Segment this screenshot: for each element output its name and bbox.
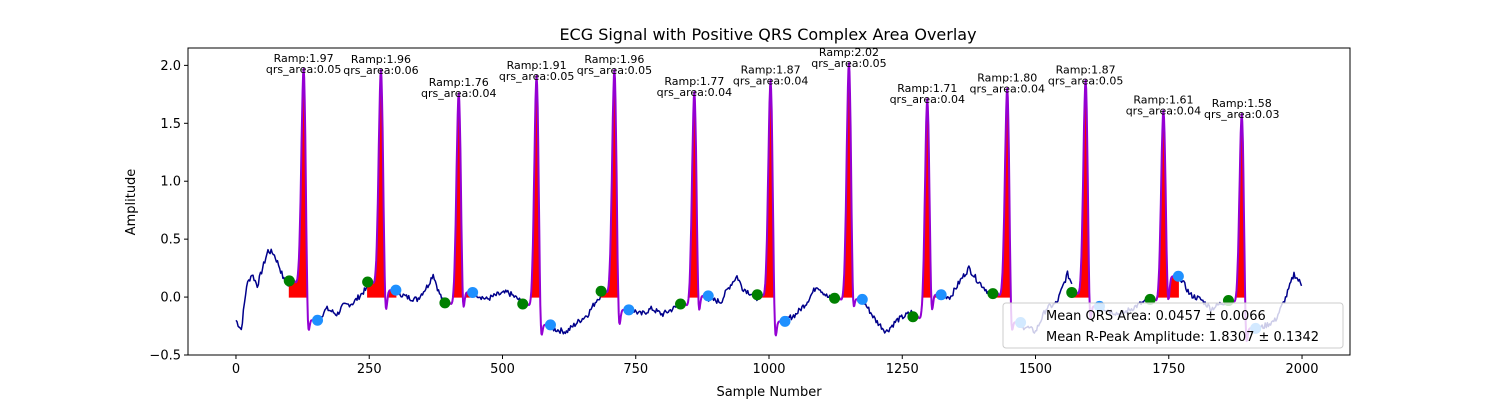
qrs-onset-marker [987,288,999,300]
qrs-area-label: qrs_area:0.04 [970,83,1045,96]
ecg-signal-line [549,296,602,335]
x-axis-label: Sample Number [716,385,822,400]
y-tick-label: 2.0 [160,59,181,74]
r-peak-amplitude-label: Ramp:1.97 [274,52,334,65]
ecg-signal-line [784,287,835,321]
r-peak-amplitude-label: Ramp:1.87 [1056,63,1116,76]
qrs-area-label: qrs_area:0.05 [811,57,886,70]
qrs-offset-marker [544,319,556,331]
x-tick-label: 750 [623,362,648,377]
x-tick-label: 0 [232,362,240,377]
x-tick-label: 2000 [1285,362,1318,377]
qrs-onset-marker [362,276,374,288]
plot-area [235,62,1303,342]
qrs-area-label: qrs_area:0.04 [421,87,496,100]
ecg-signal-line [940,265,994,301]
beat-annotations: Ramp:1.97qrs_area:0.05Ramp:1.96qrs_area:… [266,46,1280,121]
r-peak-amplitude-label: Ramp:1.91 [507,59,567,72]
qrs-onset-marker [675,298,687,310]
x-tick-label: 500 [490,362,515,377]
qrs-offset-marker [312,314,324,326]
qrs-area-label: qrs_area:0.05 [577,64,652,77]
x-tick-label: 250 [357,362,382,377]
qrs-offset-marker [390,284,402,296]
r-peak-amplitude-label: Ramp:1.71 [897,82,957,95]
y-tick-label: 0.5 [160,233,181,248]
qrs-onset-marker [595,285,607,297]
qrs-onset-marker [1066,286,1078,298]
qrs-offset-marker [779,315,791,327]
legend-qrs-area: Mean QRS Area: 0.0457 ± 0.0066 [1046,309,1266,324]
legend-box [1002,302,1344,349]
qrs-area-label: qrs_area:0.04 [1126,105,1201,118]
qrs-offset-marker [623,304,635,316]
chart-title: ECG Signal with Positive QRS Complex Are… [559,25,976,44]
qrs-onset-marker [517,298,529,310]
ecg-signal-line [861,298,914,334]
qrs-area-label: qrs_area:0.04 [890,93,965,106]
y-tick-label: 1.5 [160,117,181,132]
qrs-area-label: qrs_area:0.05 [1048,74,1123,87]
y-axis: −0.5 0.0 0.5 1.0 1.5 2.0 [149,59,188,364]
r-peak-amplitude-label: Ramp:1.77 [664,75,724,88]
x-tick-label: 1500 [1019,362,1052,377]
qrs-area-label: qrs_area:0.06 [343,64,418,77]
qrs-offset-marker [702,290,714,302]
y-tick-label: −0.5 [149,349,181,364]
r-peak-amplitude-label: Ramp:1.87 [741,63,801,76]
ecg-signal-line [395,273,445,303]
qrs-offset-marker [1172,270,1184,282]
qrs-onset-marker [751,289,763,301]
x-axis: 0 250 500 750 1000 1250 1500 1750 2000 [232,355,1319,377]
qrs-offset-marker [935,289,947,301]
qrs-onset-marker [283,275,295,287]
qrs-onset-marker [439,297,451,309]
ecg-signal-line [472,289,524,306]
qrs-area-label: qrs_area:0.05 [499,70,574,83]
r-peak-amplitude-label: Ramp:1.76 [429,76,489,89]
qrs-onset-marker [1144,293,1156,305]
r-peak-amplitude-label: Ramp:1.96 [351,53,411,66]
y-axis-label: Amplitude [124,169,139,236]
x-tick-label: 1000 [752,362,785,377]
qrs-area-label: qrs_area:0.04 [733,74,808,87]
r-peak-amplitude-label: Ramp:2.02 [819,46,879,59]
qrs-onset-marker [829,292,841,304]
r-peak-amplitude-label: Ramp:1.96 [584,53,644,66]
y-tick-label: 1.0 [160,175,181,190]
y-tick-label: 0.0 [160,291,181,306]
ecg-signal-line [707,275,758,304]
qrs-offset-marker [856,293,868,305]
ecg-signal-line [235,248,290,331]
legend: Mean QRS Area: 0.0457 ± 0.0066 Mean R-Pe… [1002,302,1344,349]
ecg-signal-line [316,286,369,322]
r-peak-amplitude-label: Ramp:1.58 [1212,97,1272,110]
qrs-onset-marker [907,311,919,323]
qrs-area-label: qrs_area:0.03 [1204,108,1279,121]
r-peak-amplitude-label: Ramp:1.80 [977,72,1037,85]
x-tick-label: 1750 [1152,362,1185,377]
qrs-area-label: qrs_area:0.04 [657,86,732,99]
r-peak-amplitude-label: Ramp:1.61 [1133,94,1193,107]
qrs-offset-marker [467,286,479,298]
x-tick-label: 1250 [886,362,919,377]
qrs-area-label: qrs_area:0.05 [266,63,341,76]
legend-r-peak-amplitude: Mean R-Peak Amplitude: 1.8307 ± 0.1342 [1046,330,1319,345]
ecg-signal-line [628,304,681,318]
